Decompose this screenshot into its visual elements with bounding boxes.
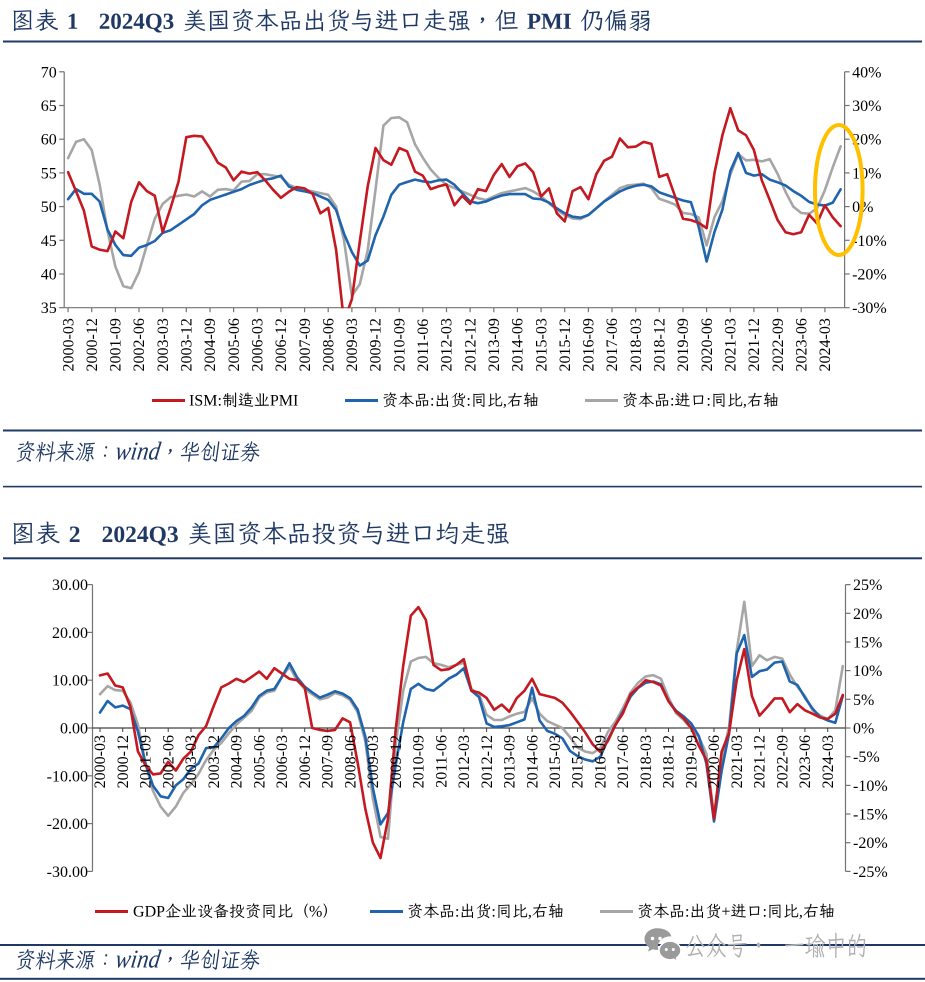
- svg-text:2018-12: 2018-12: [652, 318, 669, 371]
- svg-text:2004-09: 2004-09: [202, 318, 219, 371]
- svg-text:20%: 20%: [853, 606, 882, 623]
- svg-text:2021-12: 2021-12: [752, 735, 769, 788]
- svg-text:2008-06: 2008-06: [342, 735, 359, 788]
- svg-text:2023-06: 2023-06: [793, 318, 810, 371]
- svg-text:2020-06: 2020-06: [706, 735, 723, 788]
- svg-text:2011-06: 2011-06: [415, 319, 432, 372]
- svg-text:2012-03: 2012-03: [456, 735, 473, 788]
- svg-text:45: 45: [41, 233, 57, 250]
- svg-text:2009-12: 2009-12: [368, 318, 385, 371]
- svg-text:-10%: -10%: [853, 778, 888, 795]
- svg-text:-20%: -20%: [852, 267, 887, 284]
- svg-text:2003-03: 2003-03: [183, 735, 200, 788]
- svg-text:-15%: -15%: [853, 807, 888, 824]
- svg-text:-5%: -5%: [853, 749, 880, 766]
- svg-text:2001-09: 2001-09: [138, 735, 155, 788]
- svg-text:2009-03: 2009-03: [344, 318, 361, 371]
- svg-text:2007-09: 2007-09: [297, 318, 314, 371]
- svg-text:2013-09: 2013-09: [486, 318, 503, 371]
- svg-text:2015-03: 2015-03: [547, 735, 564, 788]
- svg-text:2011-06: 2011-06: [433, 735, 450, 788]
- svg-text:2022-09: 2022-09: [774, 735, 791, 788]
- svg-text:65: 65: [41, 98, 57, 115]
- svg-text:2021-12: 2021-12: [746, 318, 763, 371]
- svg-text:20.00: 20.00: [52, 625, 88, 642]
- svg-text:2015-12: 2015-12: [557, 318, 574, 371]
- svg-text:2009-12: 2009-12: [388, 735, 405, 788]
- svg-text:2002-06: 2002-06: [131, 318, 148, 371]
- svg-text:2016-09: 2016-09: [593, 735, 610, 788]
- svg-text:2022-09: 2022-09: [770, 318, 787, 371]
- svg-text:30.00: 30.00: [52, 577, 88, 594]
- svg-text:2008-06: 2008-06: [320, 318, 337, 371]
- svg-text:2021-03: 2021-03: [723, 318, 740, 371]
- svg-text:10%: 10%: [853, 663, 882, 680]
- svg-text:2001-09: 2001-09: [108, 318, 125, 371]
- svg-text:40: 40: [41, 267, 57, 284]
- svg-text:2017-06: 2017-06: [615, 735, 632, 788]
- svg-text:50: 50: [41, 199, 57, 216]
- svg-text:2003-12: 2003-12: [206, 735, 223, 788]
- svg-text:2005-06: 2005-06: [251, 735, 268, 788]
- svg-text:-10.00: -10.00: [47, 768, 88, 785]
- svg-text:-10%: -10%: [852, 233, 887, 250]
- svg-text:0.00: 0.00: [60, 721, 88, 738]
- svg-text:2000-12: 2000-12: [84, 318, 101, 371]
- svg-text:2006-03: 2006-03: [250, 318, 267, 371]
- svg-text:2018-03: 2018-03: [638, 735, 655, 788]
- svg-text:2024-03: 2024-03: [820, 735, 837, 788]
- svg-text:2013-09: 2013-09: [502, 735, 519, 788]
- svg-text:2010-09: 2010-09: [411, 735, 428, 788]
- svg-text:2000-03: 2000-03: [92, 735, 109, 788]
- svg-text:2018-03: 2018-03: [628, 318, 645, 371]
- svg-text:55: 55: [41, 165, 57, 182]
- svg-text:20%: 20%: [852, 132, 881, 149]
- svg-text:2006-03: 2006-03: [274, 735, 291, 788]
- svg-text:2003-12: 2003-12: [179, 318, 196, 371]
- svg-text:2021-03: 2021-03: [729, 735, 746, 788]
- svg-text:2023-06: 2023-06: [797, 735, 814, 788]
- svg-text:2016-09: 2016-09: [581, 318, 598, 371]
- svg-text:2018-12: 2018-12: [661, 735, 678, 788]
- svg-text:15%: 15%: [853, 635, 882, 652]
- svg-text:2000-12: 2000-12: [115, 735, 132, 788]
- svg-text:2006-12: 2006-12: [297, 735, 314, 788]
- svg-text:-25%: -25%: [853, 864, 888, 881]
- svg-text:40%: 40%: [852, 64, 881, 81]
- svg-text:70: 70: [41, 64, 57, 81]
- svg-text:2012-12: 2012-12: [462, 318, 479, 371]
- svg-text:2012-03: 2012-03: [439, 318, 456, 371]
- svg-text:2014-06: 2014-06: [510, 318, 527, 371]
- svg-text:10.00: 10.00: [52, 673, 88, 690]
- svg-text:30%: 30%: [852, 98, 881, 115]
- svg-text:2015-03: 2015-03: [533, 318, 550, 371]
- svg-text:2015-12: 2015-12: [570, 735, 587, 788]
- svg-text:10%: 10%: [852, 165, 881, 182]
- svg-text:2012-12: 2012-12: [479, 735, 496, 788]
- svg-text:-30.00: -30.00: [47, 864, 88, 881]
- svg-text:2003-03: 2003-03: [155, 318, 172, 371]
- svg-text:2010-09: 2010-09: [391, 318, 408, 371]
- svg-text:2020-06: 2020-06: [699, 318, 716, 371]
- svg-text:-20%: -20%: [853, 835, 888, 852]
- svg-text:2014-06: 2014-06: [524, 735, 541, 788]
- svg-text:60: 60: [41, 132, 57, 149]
- svg-text:0%: 0%: [853, 721, 874, 738]
- svg-text:2007-09: 2007-09: [320, 735, 337, 788]
- svg-text:2002-06: 2002-06: [160, 735, 177, 788]
- svg-text:-30%: -30%: [852, 300, 887, 317]
- svg-text:2004-09: 2004-09: [229, 735, 246, 788]
- svg-text:5%: 5%: [853, 692, 874, 709]
- svg-text:2006-12: 2006-12: [273, 318, 290, 371]
- svg-text:2017-06: 2017-06: [604, 318, 621, 371]
- svg-text:2000-03: 2000-03: [60, 318, 77, 371]
- svg-text:2009-03: 2009-03: [365, 735, 382, 788]
- svg-text:2019-09: 2019-09: [683, 735, 700, 788]
- svg-text:2019-09: 2019-09: [675, 318, 692, 371]
- svg-text:25%: 25%: [853, 577, 882, 594]
- svg-text:35: 35: [41, 300, 57, 317]
- svg-text:2005-06: 2005-06: [226, 318, 243, 371]
- svg-text:2024-03: 2024-03: [817, 318, 834, 371]
- svg-text:-20.00: -20.00: [47, 816, 88, 833]
